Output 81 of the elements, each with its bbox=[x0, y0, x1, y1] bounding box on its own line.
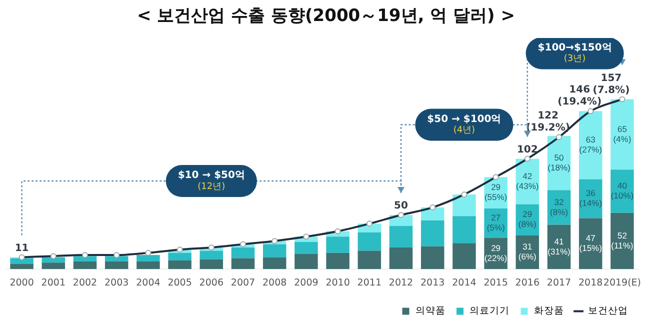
bar bbox=[358, 232, 382, 251]
bar bbox=[610, 99, 634, 170]
bar bbox=[73, 262, 97, 270]
bar bbox=[262, 257, 286, 270]
data-label: 65 (4%) bbox=[613, 124, 632, 144]
bar bbox=[610, 212, 634, 270]
bar bbox=[231, 247, 255, 258]
bar bbox=[262, 244, 286, 258]
data-label: 27 (5%) bbox=[486, 212, 505, 232]
x-tick-label: 2017 bbox=[546, 277, 572, 288]
x-tick-label: 2011 bbox=[357, 277, 382, 288]
legend-label: 보건산업 bbox=[588, 306, 628, 317]
bar bbox=[452, 243, 476, 270]
bar bbox=[104, 262, 128, 270]
data-label: 31 (6%) bbox=[518, 242, 537, 262]
x-tick-label: 2010 bbox=[326, 277, 350, 288]
x-tick-label: 2006 bbox=[199, 277, 224, 288]
bar bbox=[73, 256, 97, 262]
x-tick-label: 2002 bbox=[72, 277, 98, 288]
data-label: 50 (18%) bbox=[548, 152, 570, 172]
data-label: 40 (10%) bbox=[610, 180, 634, 201]
x-tick-label: 2004 bbox=[136, 277, 160, 288]
x-tick-label: 2014 bbox=[452, 277, 476, 288]
data-label: 47 (15%) bbox=[579, 233, 602, 254]
bar bbox=[294, 254, 318, 270]
bar bbox=[578, 111, 602, 180]
data-label: 63 (27%) bbox=[579, 134, 602, 155]
text: < 보건산업 수출 동향(2000～19년, 억 달러) > bbox=[136, 5, 516, 27]
data-label: 32 (8%) bbox=[550, 196, 568, 217]
x-tick-label: 2003 bbox=[104, 277, 129, 288]
x-tick-label: 2008 bbox=[262, 277, 287, 288]
bar bbox=[136, 255, 160, 262]
bar bbox=[358, 250, 382, 270]
legend-label: 의약품 bbox=[415, 306, 446, 317]
data-label: 29 (22%) bbox=[484, 242, 508, 263]
data-label: 36 (14%) bbox=[579, 188, 602, 208]
data-label: 29 (8%) bbox=[518, 209, 537, 230]
bar bbox=[136, 262, 160, 270]
x-tick-label: 2001 bbox=[41, 277, 66, 288]
data-label: 29 (55%) bbox=[484, 182, 508, 202]
data-label: 11 bbox=[14, 242, 29, 254]
bar bbox=[200, 250, 224, 260]
bar bbox=[200, 259, 224, 270]
bar bbox=[452, 216, 476, 244]
bar bbox=[389, 247, 413, 270]
bar bbox=[326, 252, 350, 270]
annotation: $100→$150억 (3년) bbox=[538, 42, 612, 64]
annotation: $10 → $50억 (12년) bbox=[178, 170, 245, 192]
annotation: $50 → $100억 (4년) bbox=[427, 114, 502, 136]
bar bbox=[168, 260, 192, 270]
x-tick-label: 2009 bbox=[294, 277, 318, 288]
bar bbox=[420, 220, 444, 246]
bar bbox=[104, 256, 128, 262]
bar bbox=[420, 246, 444, 270]
x-tick-label: 2015 bbox=[484, 277, 508, 288]
x-tick-label: 2016 bbox=[515, 277, 540, 288]
bar bbox=[452, 194, 476, 216]
bar bbox=[42, 262, 66, 270]
x-tick-label: 2019(E) bbox=[603, 277, 641, 288]
bar bbox=[168, 252, 192, 260]
x-tick-label: 2018 bbox=[578, 277, 603, 288]
data-label: 50 bbox=[394, 200, 408, 212]
x-tick-label: 2000 bbox=[10, 277, 34, 288]
x-tick-label: 2005 bbox=[168, 277, 192, 288]
bar bbox=[610, 170, 634, 213]
legend-label: 의료기기 bbox=[470, 306, 510, 317]
bar bbox=[294, 242, 318, 254]
bar bbox=[42, 257, 66, 263]
data-label: 41 (31%) bbox=[548, 236, 570, 256]
bar bbox=[326, 236, 350, 253]
data-label: 42 (43%) bbox=[516, 170, 539, 191]
x-tick-label: 2007 bbox=[230, 277, 256, 288]
data-label: 52 (11%) bbox=[611, 230, 634, 250]
bar bbox=[10, 264, 34, 270]
legend-label: 화장품 bbox=[534, 306, 564, 317]
x-tick-label: 2012 bbox=[388, 277, 414, 288]
x-tick-label: 2013 bbox=[420, 277, 445, 288]
data-label: 102 bbox=[516, 144, 538, 156]
bar bbox=[389, 226, 413, 248]
bar bbox=[231, 258, 255, 270]
data-label: 157 (7.8%) bbox=[592, 72, 630, 96]
